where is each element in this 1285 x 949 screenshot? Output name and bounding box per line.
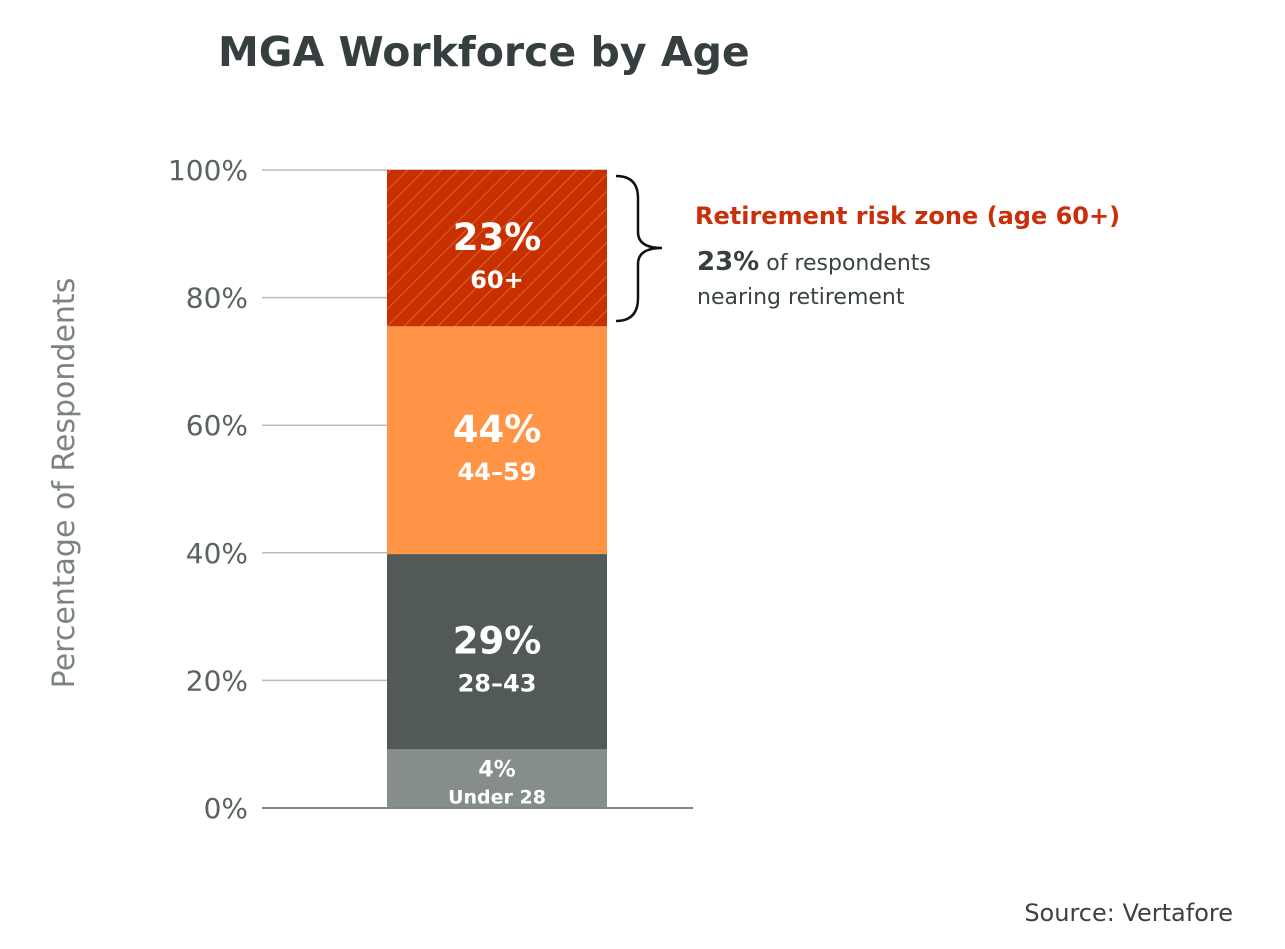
segment-category-label: 28–43 <box>458 670 537 698</box>
y-tick-label: 0% <box>204 792 248 825</box>
segment-value-label: 44% <box>453 408 542 451</box>
stacked-bar: 4% Under 28 29% 28–43 44% 44–59 23% 60+ <box>387 170 607 809</box>
source-note: Source: Vertafore <box>1024 899 1233 927</box>
annotation-title: Retirement risk zone (age 60+) <box>695 202 1120 230</box>
segment-value-label: 29% <box>453 620 542 663</box>
bar-segment <box>387 170 607 327</box>
segment-category-label: Under 28 <box>448 787 546 809</box>
segment-value-label: 23% <box>453 216 542 259</box>
annotation-line-1-text: of respondents <box>759 251 931 276</box>
segment-category-label: 44–59 <box>458 458 537 486</box>
y-axis-label: Percentage of Respondents <box>47 278 82 689</box>
bar-segment <box>387 554 607 750</box>
y-ticks: 0% 20% 40% 60% 80% 100% <box>168 154 248 825</box>
y-tick-label: 100% <box>168 154 248 187</box>
bar-segment <box>387 749 607 808</box>
annotation-line-1: 23% of respondents <box>697 247 931 277</box>
annotation-line-2: nearing retirement <box>697 285 905 310</box>
y-tick-label: 80% <box>186 282 248 315</box>
segment-value-label: 4% <box>478 758 515 783</box>
y-tick-label: 40% <box>186 537 248 570</box>
y-tick-label: 20% <box>186 664 248 697</box>
chart-title: MGA Workforce by Age <box>218 28 750 76</box>
segment-category-label: 60+ <box>470 266 524 294</box>
annotation-highlight: 23% <box>697 247 759 277</box>
bar-segment <box>387 326 607 555</box>
brace-icon <box>615 174 663 323</box>
y-tick-label: 60% <box>186 409 248 442</box>
